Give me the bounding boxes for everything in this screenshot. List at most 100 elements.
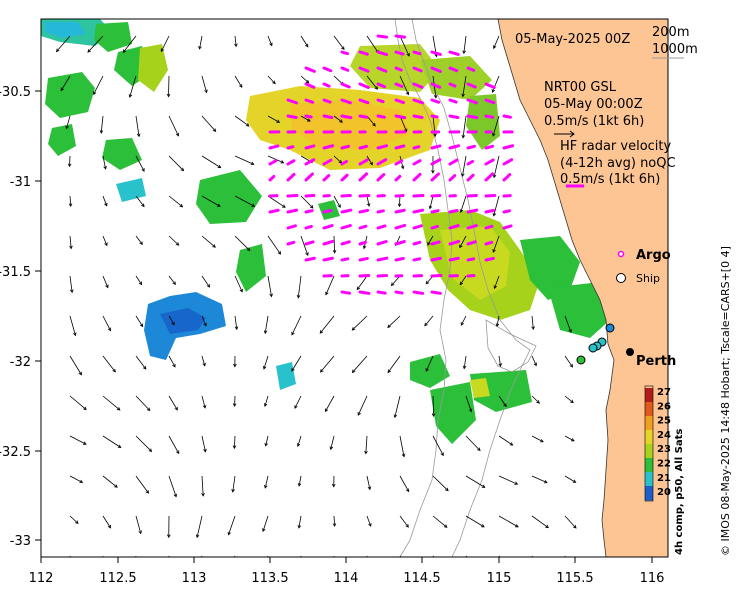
- gsl-arrow: [69, 475, 83, 483]
- gsl-arrowhead: [404, 128, 408, 133]
- gsl-arrowhead: [269, 42, 273, 47]
- gsl-scale: 0.5m/s (1kt 6h): [544, 114, 644, 129]
- hf-arrow: [430, 50, 442, 56]
- hf-arrow: [358, 224, 368, 230]
- gsl-arrowhead: [160, 48, 165, 53]
- gsl-arrowhead: [332, 523, 337, 527]
- gsl-arrowhead: [397, 203, 402, 208]
- hf-title: HF radar velocity: [560, 139, 672, 154]
- hf-arrow: [484, 256, 495, 262]
- gsl-arrow: [425, 355, 434, 372]
- hf-arrow: [484, 193, 497, 198]
- hf-arrow: [448, 50, 460, 56]
- gsl-arrow: [66, 115, 71, 129]
- gsl-arrowhead: [492, 212, 497, 217]
- gsl-arrow: [135, 235, 143, 245]
- gsl-arrowhead: [369, 161, 373, 166]
- gsl-arrow: [387, 315, 401, 328]
- hf-arrow: [286, 114, 298, 120]
- hf-arrow: [412, 208, 425, 214]
- gsl-arrow: [531, 515, 549, 528]
- gsl-arrowhead: [540, 439, 544, 443]
- gsl-arrowhead: [231, 488, 235, 493]
- gsl-arrow: [234, 235, 251, 251]
- gsl-arrow: [100, 115, 104, 134]
- gsl-arrowhead: [509, 442, 514, 446]
- hf-arrow: [430, 240, 441, 246]
- gsl-arrow: [168, 555, 170, 557]
- gsl-arrow: [87, 35, 104, 53]
- gsl-arrow: [366, 155, 373, 166]
- gsl-arrowhead: [171, 321, 175, 326]
- x-tick-label: 116: [640, 571, 665, 586]
- gsl-arrow: [432, 515, 448, 528]
- gsl-arrowhead: [282, 204, 286, 208]
- gsl-arrowhead: [498, 363, 502, 367]
- gsl-arrowhead: [297, 525, 302, 529]
- gsl-arrowhead: [102, 564, 105, 567]
- gsl-arrow: [263, 355, 269, 370]
- hf-arrow: [358, 256, 369, 262]
- gsl-arrowhead: [70, 289, 74, 294]
- colorbar-tick-label: 24: [657, 430, 671, 441]
- gsl-arrow: [320, 355, 335, 373]
- gsl-arrowhead: [83, 406, 87, 411]
- gsl-arrowhead: [93, 91, 97, 96]
- hf-arrow: [448, 114, 460, 119]
- gsl-arrowhead: [74, 520, 79, 524]
- gsl-arrow: [498, 555, 501, 557]
- gsl-arrow: [319, 315, 335, 334]
- gsl-arrowhead: [280, 160, 285, 164]
- hf-arrow: [376, 173, 386, 182]
- gsl-arrow: [233, 555, 236, 557]
- gsl-arrowhead: [401, 453, 406, 458]
- gsl-arrowhead: [204, 89, 208, 94]
- gsl-arrowhead: [148, 448, 153, 453]
- gsl-arrow: [399, 75, 409, 95]
- hf-arrow: [484, 114, 495, 119]
- gsl-arrowhead: [263, 403, 268, 407]
- gsl-arrow: [366, 35, 379, 54]
- hf-arrow: [412, 193, 425, 198]
- gsl-arrowhead: [65, 125, 69, 130]
- gsl-arrowhead: [180, 167, 185, 172]
- gsl-arrowhead: [324, 408, 329, 413]
- gsl-arrowhead: [206, 284, 211, 288]
- gsl-arrowhead: [232, 403, 237, 407]
- hf-arrow: [304, 256, 316, 262]
- hf-arrow: [412, 159, 422, 166]
- gsl-arrow: [196, 515, 203, 538]
- gsl-arrowhead: [424, 322, 428, 327]
- gsl-arrow: [69, 355, 82, 375]
- gsl-arrow: [399, 475, 410, 492]
- gsl-arrowhead: [99, 130, 104, 134]
- hf-arrow: [502, 224, 513, 230]
- gsl-arrowhead: [175, 242, 180, 246]
- gsl-arrowhead: [356, 286, 361, 291]
- gsl-arrowhead: [122, 49, 127, 53]
- hf-arrow: [430, 114, 439, 119]
- hf-arrow: [322, 239, 335, 246]
- gsl-arrow: [493, 35, 500, 49]
- y-tick-label: -33: [10, 534, 31, 549]
- gsl-arrow: [267, 35, 273, 46]
- hf-arrow: [394, 66, 403, 72]
- gsl-arrowhead: [114, 484, 118, 488]
- hf-arrow: [322, 174, 331, 182]
- gsl-arrow: [233, 435, 236, 449]
- gsl-arrow: [168, 235, 179, 246]
- hf-arrow: [304, 240, 315, 246]
- gsl-arrow: [493, 155, 500, 178]
- gsl-arrow: [564, 475, 576, 483]
- hf-arrow: [394, 34, 407, 39]
- hf-arrow: [466, 257, 476, 262]
- gsl-arrowhead: [305, 43, 309, 48]
- gsl-arrowhead: [443, 524, 448, 528]
- hf-arrow: [412, 290, 425, 295]
- depth-label-1000: 1000m: [652, 42, 698, 57]
- gsl-arrowhead: [372, 122, 376, 127]
- hf-arrow: [394, 208, 406, 214]
- gsl-arrowhead: [569, 363, 573, 368]
- gsl-arrow: [294, 395, 302, 409]
